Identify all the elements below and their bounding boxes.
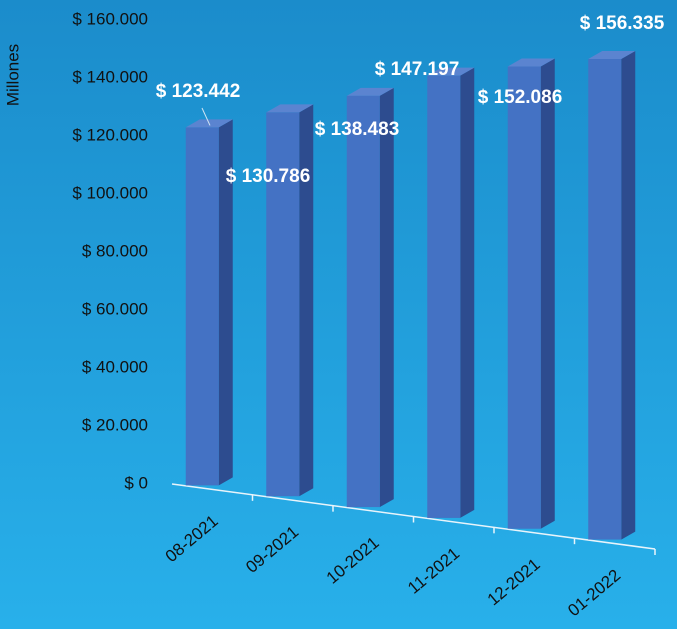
bar-side — [540, 58, 555, 529]
y-tick-label: $ 120.000 — [72, 125, 148, 144]
value-label: $ 152.086 — [478, 87, 563, 108]
y-tick-label: $ 40.000 — [82, 357, 148, 376]
leader-line — [201, 107, 211, 126]
bar — [346, 95, 380, 508]
y-tick-label: $ 80.000 — [82, 241, 148, 260]
value-label: $ 147.197 — [375, 59, 460, 80]
y-tick-label: $ 160.000 — [72, 9, 148, 28]
bar — [588, 59, 622, 540]
bar-side — [379, 87, 394, 508]
y-tick-label: $ 100.000 — [72, 183, 148, 202]
bar — [507, 66, 541, 529]
bar-side — [460, 67, 475, 518]
y-tick-label: $ 140.000 — [72, 67, 148, 86]
value-label: $ 138.483 — [315, 119, 400, 140]
value-label: $ 123.442 — [156, 81, 241, 102]
y-tick-label: $ 60.000 — [82, 299, 148, 318]
y-tick-label: $ 0 — [124, 473, 148, 492]
bar-top — [266, 104, 314, 113]
bar — [266, 112, 300, 497]
bar — [427, 75, 461, 518]
bar-top — [346, 87, 394, 96]
bar — [185, 127, 219, 486]
y-tick-label: $ 20.000 — [82, 415, 148, 434]
bar-side — [218, 119, 233, 486]
bar-top — [427, 67, 475, 76]
value-label: $ 156.335 — [580, 13, 665, 34]
value-label: $ 130.786 — [226, 166, 311, 187]
bar-top — [507, 58, 555, 67]
bar-top — [588, 51, 636, 60]
y-axis-label: Millones — [3, 44, 22, 106]
bar-side — [621, 51, 636, 540]
bar-side — [299, 104, 314, 497]
